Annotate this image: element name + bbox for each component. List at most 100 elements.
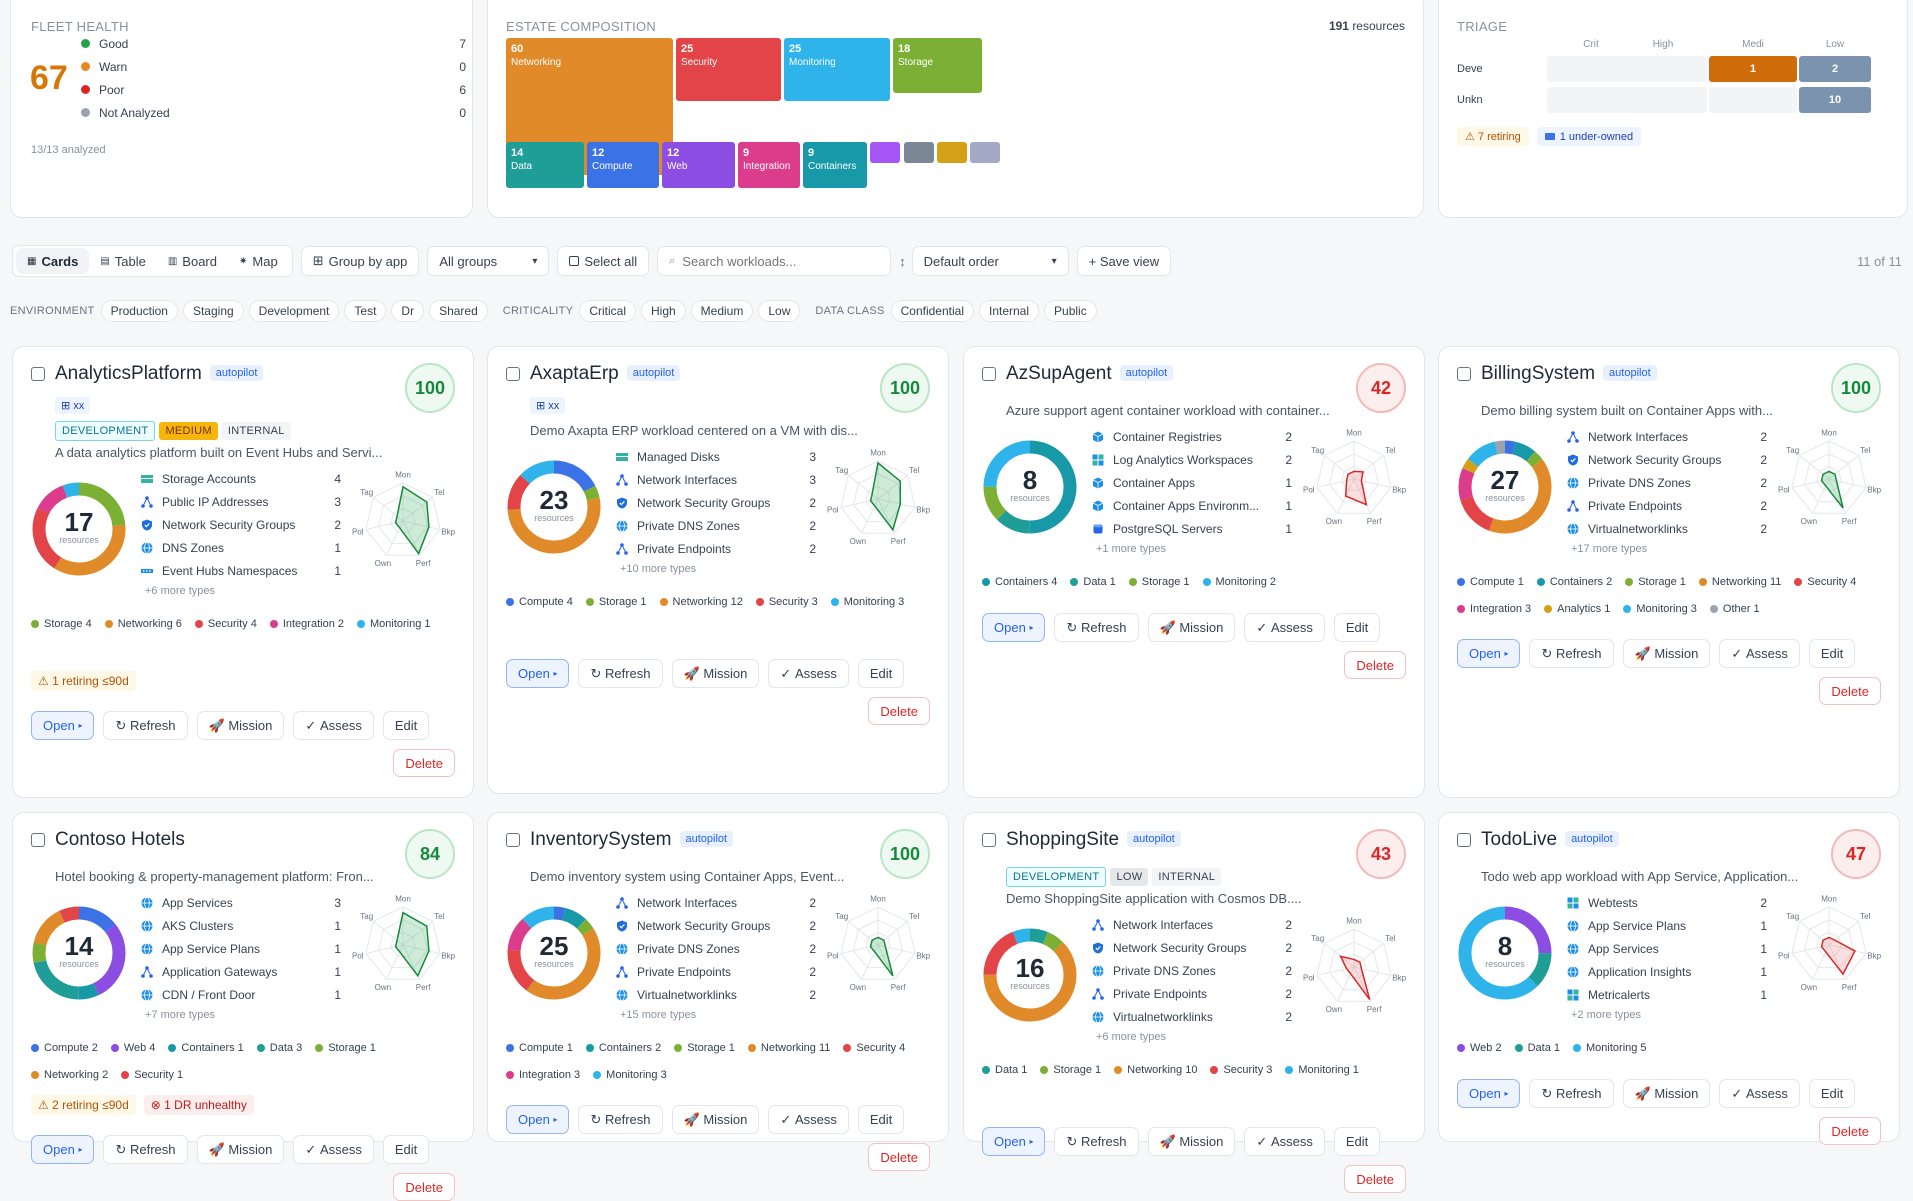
resource-type-row[interactable]: App Services 3	[141, 891, 341, 914]
workload-name[interactable]: TodoLive autopilot	[1481, 829, 1619, 851]
workload-name[interactable]: AnalyticsPlatform autopilot	[55, 363, 264, 385]
resource-type-row[interactable]: Managed Disks 3	[616, 445, 816, 468]
category-item[interactable]: Storage 1	[1128, 569, 1190, 595]
category-item[interactable]: Security 4	[843, 1035, 905, 1061]
assess-button[interactable]: ✓ Assess	[1244, 613, 1325, 642]
workload-name[interactable]: InventorySystem autopilot	[530, 829, 734, 851]
edit-button[interactable]: Edit	[1808, 1079, 1856, 1108]
treemap-tile-small[interactable]	[970, 142, 1000, 163]
category-item[interactable]: Storage 1	[585, 589, 647, 615]
delete-button[interactable]: Delete	[393, 749, 455, 777]
edit-button[interactable]: Edit	[1333, 1127, 1381, 1156]
category-item[interactable]: Storage 1	[674, 1035, 735, 1061]
fleet-item-not-analyzed[interactable]: Not Analyzed 0	[81, 101, 466, 124]
health-score[interactable]: 84	[405, 829, 455, 879]
view-cards[interactable]: ▦ Cards	[16, 248, 90, 274]
resource-type-row[interactable]: Event Hubs Namespaces 1	[141, 559, 341, 582]
workload-name[interactable]: AxaptaErp autopilot	[530, 363, 681, 385]
workload-name[interactable]: AzSupAgent autopilot	[1006, 363, 1174, 385]
health-score[interactable]: 100	[880, 363, 930, 413]
resource-type-row[interactable]: Network Interfaces 2	[1092, 913, 1292, 936]
category-item[interactable]: Storage 4	[31, 611, 92, 637]
workload-card[interactable]: BillingSystem autopilot 100 Demo billing sy…	[1438, 346, 1900, 798]
resource-type-row[interactable]: Private Endpoints 2	[616, 960, 816, 983]
mission-button[interactable]: 🚀 Mission	[196, 1135, 285, 1164]
category-item[interactable]: Security 4	[194, 611, 257, 637]
health-score[interactable]: 43	[1356, 829, 1406, 879]
workload-card[interactable]: AzSupAgent autopilot 42 Azure support agent…	[963, 346, 1425, 798]
mission-button[interactable]: 🚀 Mission	[1622, 1079, 1711, 1108]
app-group-chip[interactable]: ⊞ xx	[530, 397, 566, 414]
triage-cell[interactable]	[1619, 87, 1707, 113]
select-checkbox[interactable]	[506, 833, 520, 847]
resource-type-row[interactable]: Network Interfaces 3	[616, 468, 816, 491]
resource-type-row[interactable]: Private DNS Zones 2	[616, 514, 816, 537]
select-all-button[interactable]: Select all	[557, 246, 650, 276]
resource-type-row[interactable]: Private DNS Zones 2	[1567, 471, 1767, 494]
category-item[interactable]: Integration 2	[269, 611, 344, 637]
more-types-link[interactable]: +10 more types	[620, 563, 697, 575]
mission-button[interactable]: 🚀 Mission	[671, 1105, 760, 1134]
resource-type-row[interactable]: DNS Zones 1	[141, 536, 341, 559]
category-item[interactable]: Containers 1	[168, 1035, 244, 1061]
category-item[interactable]: Data 1	[1514, 1035, 1560, 1061]
health-score[interactable]: 47	[1831, 829, 1881, 879]
alert-badge[interactable]: ⚠ 1 retiring ≤90d	[31, 671, 136, 691]
resource-type-row[interactable]: Metricalerts 1	[1567, 983, 1767, 1006]
resource-type-row[interactable]: Network Interfaces 2	[1567, 425, 1767, 448]
refresh-button[interactable]: ↻ Refresh	[1054, 1127, 1139, 1156]
refresh-button[interactable]: ↻ Refresh	[1054, 613, 1139, 642]
more-types-link[interactable]: +1 more types	[1096, 543, 1167, 555]
resource-type-row[interactable]: Application Gateways 1	[141, 960, 341, 983]
filter-chip-medium[interactable]: Medium	[690, 300, 754, 322]
category-item[interactable]: Web 4	[110, 1035, 155, 1061]
fleet-item-good[interactable]: Good 7	[81, 32, 466, 55]
workload-card[interactable]: AxaptaErp autopilot 100 ⊞ xx Demo Axapta ERP…	[487, 346, 949, 794]
workload-name[interactable]: ShoppingSite autopilot	[1006, 829, 1181, 851]
open-button[interactable]: Open ▸	[1457, 1079, 1521, 1108]
assess-button[interactable]: ✓ Assess	[1719, 1079, 1800, 1108]
filter-chip-production[interactable]: Production	[100, 300, 178, 322]
select-checkbox[interactable]	[31, 833, 45, 847]
retiring-badge[interactable]: ⚠ 7 retiring	[1457, 127, 1529, 146]
category-item[interactable]: Monitoring 1	[1285, 1057, 1359, 1083]
resource-type-row[interactable]: Virtualnetworklinks 2	[616, 983, 816, 1006]
order-select[interactable]: Default order ▾	[911, 246, 1069, 276]
health-score[interactable]: 100	[405, 363, 455, 413]
category-item[interactable]: Compute 4	[506, 589, 573, 615]
category-item[interactable]: Networking 6	[104, 611, 182, 637]
treemap-tile-small[interactable]	[870, 142, 900, 163]
edit-button[interactable]: Edit	[857, 659, 905, 688]
delete-button[interactable]: Delete	[1344, 1165, 1406, 1193]
open-button[interactable]: Open ▸	[982, 613, 1046, 642]
resource-type-row[interactable]: Container Registries 2	[1092, 425, 1292, 448]
select-checkbox[interactable]	[982, 833, 996, 847]
filter-chip-high[interactable]: High	[640, 300, 686, 322]
category-item[interactable]: Web 2	[1457, 1035, 1502, 1061]
filter-chip-internal[interactable]: Internal	[978, 300, 1040, 322]
category-item[interactable]: Containers 2	[1536, 569, 1612, 595]
filter-chip-low[interactable]: Low	[758, 300, 801, 322]
resource-type-row[interactable]: Virtualnetworklinks 2	[1092, 1005, 1292, 1028]
resource-type-row[interactable]: Network Security Groups 2	[141, 513, 341, 536]
workload-card[interactable]: Contoso Hotels 84 Hotel booking & property…	[12, 812, 474, 1201]
category-item[interactable]: Monitoring 2	[1202, 569, 1276, 595]
treemap-tile-security[interactable]: 25 Security	[676, 38, 781, 101]
workload-card[interactable]: ShoppingSite autopilot 43 DEVELOPMENT LOW INT…	[963, 812, 1425, 1193]
category-item[interactable]: Integration 3	[506, 1062, 580, 1088]
delete-button[interactable]: Delete	[868, 1143, 930, 1171]
group-by-app-button[interactable]: ⊞ Group by app	[300, 246, 420, 276]
resource-type-row[interactable]: Container Apps 1	[1092, 471, 1292, 494]
triage-cell[interactable]: 1	[1709, 56, 1797, 82]
assess-button[interactable]: ✓ Assess	[293, 1135, 374, 1164]
category-item[interactable]: Containers 4	[982, 569, 1057, 595]
mission-button[interactable]: 🚀 Mission	[1622, 639, 1711, 668]
groups-select[interactable]: All groups ▾	[427, 246, 550, 276]
under-owned-badge[interactable]: 1 under-owned	[1536, 127, 1642, 146]
health-score[interactable]: 42	[1356, 363, 1406, 413]
treemap-tile-storage[interactable]: 18 Storage	[893, 38, 982, 93]
resource-type-row[interactable]: Container Apps Environm... 1	[1092, 494, 1292, 517]
edit-button[interactable]: Edit	[382, 711, 430, 740]
category-item[interactable]: Compute 1	[506, 1035, 573, 1061]
refresh-button[interactable]: ↻ Refresh	[103, 711, 188, 740]
